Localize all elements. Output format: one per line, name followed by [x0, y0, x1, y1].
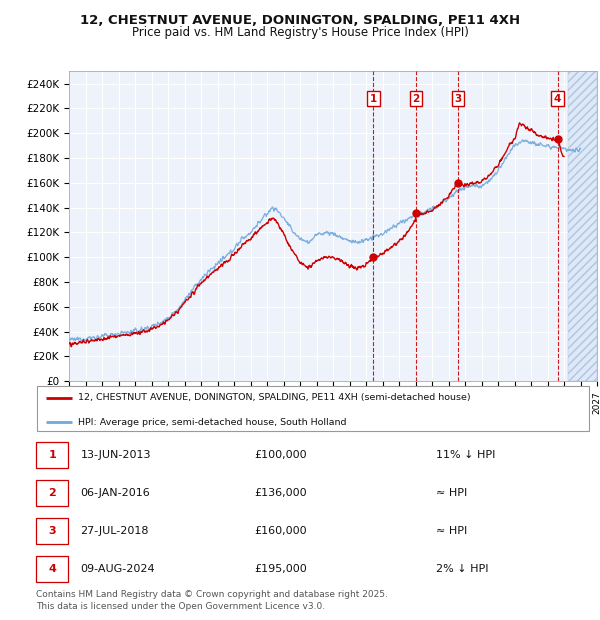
- Text: 3: 3: [48, 526, 56, 536]
- FancyBboxPatch shape: [36, 441, 68, 468]
- Text: 1: 1: [370, 94, 377, 104]
- Text: 2: 2: [412, 94, 419, 104]
- Text: 11% ↓ HPI: 11% ↓ HPI: [436, 450, 495, 460]
- Text: ≈ HPI: ≈ HPI: [436, 488, 467, 498]
- FancyBboxPatch shape: [36, 480, 68, 506]
- Text: 2: 2: [48, 488, 56, 498]
- Text: 13-JUN-2013: 13-JUN-2013: [80, 450, 151, 460]
- Text: £195,000: £195,000: [254, 564, 307, 574]
- FancyBboxPatch shape: [36, 556, 68, 582]
- Text: Price paid vs. HM Land Registry's House Price Index (HPI): Price paid vs. HM Land Registry's House …: [131, 26, 469, 39]
- FancyBboxPatch shape: [37, 386, 589, 431]
- Text: 4: 4: [554, 94, 561, 104]
- Text: 06-JAN-2016: 06-JAN-2016: [80, 488, 150, 498]
- Text: HPI: Average price, semi-detached house, South Holland: HPI: Average price, semi-detached house,…: [77, 418, 346, 427]
- Text: ≈ HPI: ≈ HPI: [436, 526, 467, 536]
- Text: 2% ↓ HPI: 2% ↓ HPI: [436, 564, 488, 574]
- FancyBboxPatch shape: [36, 518, 68, 544]
- Text: 12, CHESTNUT AVENUE, DONINGTON, SPALDING, PE11 4XH: 12, CHESTNUT AVENUE, DONINGTON, SPALDING…: [80, 14, 520, 27]
- Text: Contains HM Land Registry data © Crown copyright and database right 2025.
This d: Contains HM Land Registry data © Crown c…: [36, 590, 388, 611]
- Text: 3: 3: [454, 94, 461, 104]
- Text: 09-AUG-2024: 09-AUG-2024: [80, 564, 155, 574]
- Text: £136,000: £136,000: [254, 488, 307, 498]
- Text: 4: 4: [48, 564, 56, 574]
- Text: £160,000: £160,000: [254, 526, 307, 536]
- Text: 12, CHESTNUT AVENUE, DONINGTON, SPALDING, PE11 4XH (semi-detached house): 12, CHESTNUT AVENUE, DONINGTON, SPALDING…: [77, 394, 470, 402]
- Text: £100,000: £100,000: [254, 450, 307, 460]
- Text: 27-JUL-2018: 27-JUL-2018: [80, 526, 149, 536]
- Text: 1: 1: [48, 450, 56, 460]
- Bar: [568, 71, 597, 381]
